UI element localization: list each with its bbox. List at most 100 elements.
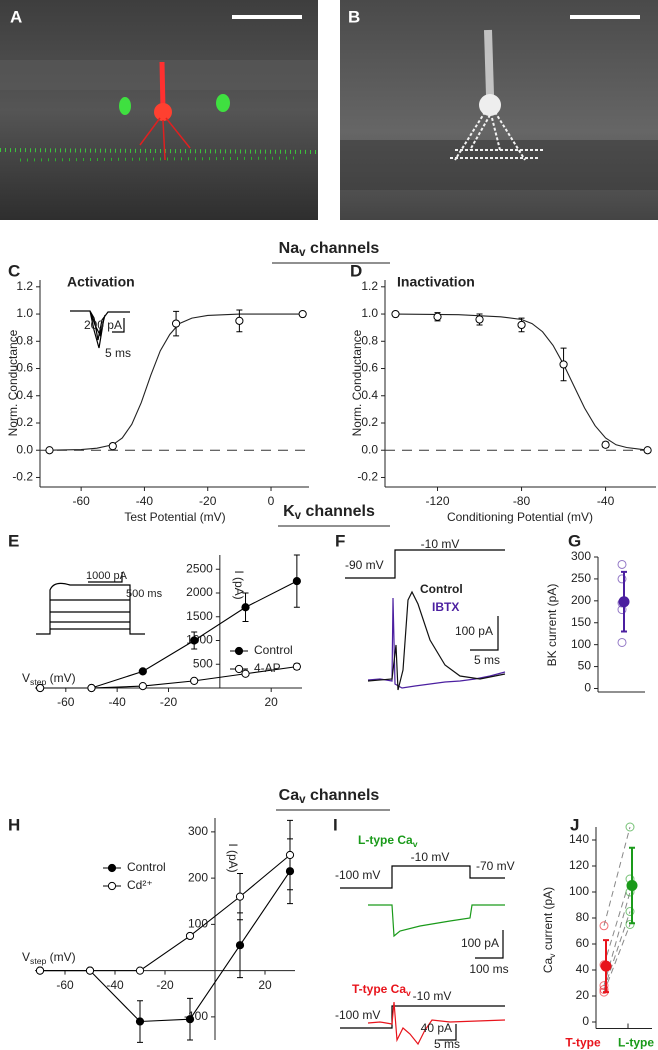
section-header: Nav channels: [279, 240, 380, 259]
chart-title: Activation: [67, 274, 135, 290]
subscript: v: [299, 247, 306, 259]
x-tick-label: T-type: [565, 1036, 601, 1050]
text-part: channels: [306, 787, 380, 804]
y-tick-label: -0.2: [357, 470, 378, 484]
image-b: B: [340, 0, 658, 220]
y-tick-label: 100: [188, 917, 208, 931]
scale-label: 5 ms: [474, 653, 500, 667]
y-tick-label: 300: [571, 549, 591, 563]
text-part: (mV): [46, 671, 75, 685]
y-tick-label: 1.0: [361, 306, 378, 320]
data-point: [559, 360, 568, 369]
y-tick-label: 60: [576, 936, 590, 950]
data-point: [292, 577, 301, 586]
x-tick-label: 20: [258, 978, 272, 992]
y-tick-label: -0.2: [12, 470, 33, 484]
y-tick-label: 1.2: [16, 279, 33, 293]
legend-marker: [107, 863, 117, 873]
y-label: BK current (pA): [545, 584, 559, 667]
y-tick-label: 80: [576, 910, 590, 924]
data-point: [135, 1017, 145, 1026]
voltage-label: -70 mV: [476, 859, 515, 873]
text-part: channels: [301, 503, 375, 520]
data-point: [138, 682, 147, 691]
data-point: [235, 941, 245, 950]
y-tick-label: 50: [578, 659, 592, 673]
y-tick-label: 100: [569, 884, 589, 898]
data-point: [625, 822, 635, 832]
panel-label: J: [570, 815, 579, 834]
voltage-label: -10 mV: [421, 537, 460, 551]
y-tick-label: 0: [584, 681, 591, 695]
data-point: [87, 683, 96, 693]
scale-label: 500 ms: [126, 588, 163, 600]
data-point: [292, 662, 301, 671]
panel-label: I: [333, 815, 338, 834]
y-tick-label: 0.8: [361, 333, 378, 347]
text-part: current (pA): [541, 887, 555, 954]
x-tick-label: 20: [265, 695, 279, 709]
legend-label: Control: [420, 582, 463, 596]
fit-curve: [395, 313, 648, 451]
y-tick-label: 2500: [186, 561, 213, 575]
legend-label: Control: [127, 860, 166, 874]
scale-label: 5 ms: [434, 1037, 460, 1050]
y-label: I (pA): [226, 843, 240, 872]
pair-line: [603, 891, 631, 986]
x-tick-label: -40: [597, 494, 615, 508]
data-point: [617, 574, 627, 584]
trace-title: L-type Cav: [358, 833, 418, 849]
scale-label: 40 pA: [421, 1021, 452, 1035]
scale-label: 5 ms: [105, 346, 131, 360]
y-tick-label: 200: [188, 870, 208, 884]
panel-label: B: [348, 7, 360, 26]
data-point: [185, 931, 195, 941]
data-point: [298, 309, 307, 319]
data-point: [36, 683, 45, 693]
text-part: V: [22, 950, 30, 964]
data-point: [285, 850, 295, 860]
y-tick-label: 0.2: [16, 415, 33, 429]
panel-i: I L-type Cav -100 mV -10 mV -70 mV 100 p…: [333, 815, 515, 1050]
y-tick-label: 100: [571, 637, 591, 651]
y-tick-label: 0.8: [16, 333, 33, 347]
data-point: [599, 981, 609, 991]
data-point: [185, 1015, 195, 1024]
x-tick-label: -120: [426, 494, 450, 508]
y-tick-label: 0.0: [16, 442, 33, 456]
scale-label: 100 pA: [455, 624, 493, 638]
subscript: step: [30, 956, 47, 966]
x-label: Conditioning Potential (mV): [447, 510, 593, 524]
text-part: K: [283, 503, 295, 520]
y-label: Cav current (pA): [541, 887, 557, 973]
panel-label: D: [350, 261, 362, 280]
y-tick-label: 0.0: [361, 442, 378, 456]
x-tick-label: -40: [108, 695, 126, 709]
series-line: [40, 854, 291, 972]
voltage-label: -100 mV: [335, 1008, 380, 1022]
data-point: [643, 446, 652, 455]
voltage-label: -10 mV: [411, 850, 450, 864]
section-header: Cav channels: [279, 787, 380, 806]
data-point: [171, 319, 181, 328]
data-point: [625, 907, 635, 916]
legend-marker: [234, 664, 244, 674]
x-tick-label: -40: [136, 494, 154, 508]
x-tick-label: -60: [72, 494, 90, 508]
panel-label: F: [335, 531, 345, 550]
mean-point: [618, 596, 630, 608]
panel-f: F -90 mV -10 mV Control IBTX 100 pA 5 ms: [335, 531, 506, 691]
x-tick-label: -80: [513, 494, 531, 508]
y-tick-label: 1500: [186, 609, 213, 623]
subscript: v: [406, 988, 411, 998]
scale-label: 1000 pA: [86, 570, 128, 582]
subscript: v: [413, 839, 418, 849]
panel-label: A: [10, 7, 22, 26]
subscript: v: [547, 953, 557, 958]
x-label: Vstep (mV): [22, 950, 76, 966]
x-label: Vstep (mV): [22, 671, 76, 687]
pair-line: [603, 911, 631, 990]
voltage-label: -100 mV: [335, 868, 380, 882]
text-part: Ca: [279, 787, 300, 804]
